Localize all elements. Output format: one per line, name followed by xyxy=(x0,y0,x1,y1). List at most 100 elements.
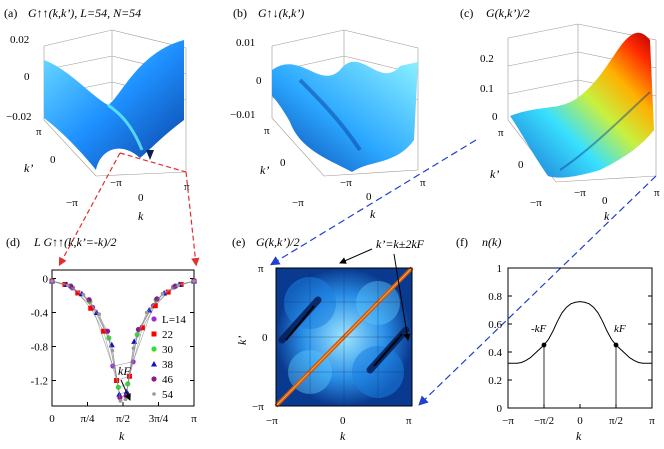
panel-b-surface xyxy=(272,61,418,173)
panel-a-k-tick-1: 0 xyxy=(138,192,144,204)
panel-c-kp-tick-1: 0 xyxy=(518,159,524,171)
panel-e-xtick-1: 0 xyxy=(340,415,346,427)
panel-e-annotation: k’=k±2kF xyxy=(376,237,425,251)
panel-e: (e) G(k,k’)/2 π 0 −π xyxy=(232,235,425,443)
panel-c-title: G(k,k’)/2 xyxy=(486,6,530,20)
panel-e-ytick-0: π xyxy=(258,263,264,275)
panel-d-series-line xyxy=(51,280,195,398)
panel-d-point xyxy=(160,292,165,296)
panel-d-point xyxy=(75,290,81,296)
panel-e-title: G(k,k’)/2 xyxy=(256,235,300,249)
panel-a-k-tick-2: π xyxy=(184,181,190,193)
panel-d-legend-marker xyxy=(152,392,156,396)
panel-d-axes: 0 -0.4 -0.8 -1.2 0 π/4 π/2 3π/4 π xyxy=(31,274,198,426)
panel-b-xlabel: k xyxy=(370,207,376,221)
panel-f: (f) n(k) 0 0.2 0.4 0.6 0.8 1 −π −π/2 0 π/2 π -kF k… xyxy=(456,235,655,443)
panel-d-legend-marker xyxy=(151,331,157,337)
panel-d-legend-marker xyxy=(151,316,157,322)
panel-f-marker-left-label: -kF xyxy=(531,323,547,335)
panel-d-point xyxy=(97,312,102,317)
panel-d-xtick-label: π xyxy=(191,413,197,425)
panel-a-kp-tick-2: −π xyxy=(66,197,78,209)
panel-d: (d) L G↑↑(k,k’=-k)/2 0 -0.4 -0.8 -1.2 0 π/4 π/… xyxy=(6,235,197,443)
panel-a: (a) G↑↑(k,k’), L=54, N=54 0.02 0 −0.02 π… xyxy=(4,6,190,223)
panel-d-point xyxy=(139,325,145,331)
panel-b: (b) G↑↓(k,k’) 0.01 0 −0.01 π k’ 0 −π −π … xyxy=(230,6,426,221)
panel-b-k-tick-1: 0 xyxy=(366,191,372,203)
panel-e-heatmap xyxy=(274,266,414,408)
panel-a-ztick-1: 0 xyxy=(24,71,30,83)
panel-c: (c) G(k,k’)/2 0.2 0.1 0 π k’ 0 −π −π 0 π… xyxy=(460,6,660,223)
panel-d-tag: (d) xyxy=(6,235,20,249)
panel-d-point xyxy=(165,289,171,295)
panel-d-point xyxy=(104,328,111,334)
red-guides xyxy=(58,152,200,267)
panel-b-title: G↑↓(k,k’) xyxy=(258,6,304,20)
panel-f-xtick-label: π xyxy=(649,415,655,427)
panel-b-ztick-0: 0.01 xyxy=(236,37,255,49)
panel-b-ztick-2: −0.01 xyxy=(230,109,255,121)
panel-d-legend: L=14 22 30 38 46 54 xyxy=(151,314,186,401)
panel-e-xtick-0: −π xyxy=(266,415,278,427)
panel-a-ylabel: k’ xyxy=(24,161,33,175)
panel-d-legend-marker xyxy=(151,346,157,352)
panel-a-ztick-0: 0.02 xyxy=(10,34,29,46)
panel-d-legend-label: 54 xyxy=(162,389,174,401)
panel-d-series-line xyxy=(51,280,195,402)
panel-d-point xyxy=(86,297,92,303)
panel-a-dip xyxy=(146,150,154,160)
panel-c-ztick-2: 0 xyxy=(492,111,498,123)
panel-d-legend-marker xyxy=(151,376,157,382)
panel-e-arrow-top xyxy=(339,248,373,264)
panel-c-k-tick-2: π xyxy=(654,187,660,199)
panel-d-xtick-label: 0 xyxy=(49,413,55,425)
panel-e-ytick-1: 0 xyxy=(262,332,268,344)
panel-c-xlabel: k xyxy=(604,209,610,223)
panel-d-point xyxy=(176,283,181,288)
panel-c-ztick-1: 0.1 xyxy=(480,83,494,95)
panel-d-point xyxy=(118,399,123,403)
panel-d-legend-marker xyxy=(151,361,157,367)
panel-d-annotation: kF xyxy=(118,364,131,378)
panel-f-kf-point xyxy=(613,342,619,348)
panel-e-ridge xyxy=(278,296,322,344)
panel-e-xtick-2: π xyxy=(406,415,412,427)
panel-b-k-tick-0: −π xyxy=(340,177,352,189)
panel-c-surface xyxy=(510,32,654,178)
panel-e-tag: (e) xyxy=(232,235,245,249)
panel-d-point xyxy=(101,328,107,334)
panel-e-ylabel: k’ xyxy=(235,336,249,345)
panel-b-tag: (b) xyxy=(233,6,247,20)
panel-f-xlabel: k xyxy=(576,429,582,443)
panel-c-kp-tick-0: π xyxy=(498,127,504,139)
panel-d-ytick-label: -0.4 xyxy=(31,308,49,320)
panel-a-k-tick-0: −π xyxy=(110,177,122,189)
panel-f-xtick-label: 0 xyxy=(577,415,583,427)
panel-d-arrow xyxy=(120,379,131,401)
panel-e-xlabel: k xyxy=(340,429,346,443)
panel-a-surface xyxy=(44,40,184,170)
panel-b-valley xyxy=(298,78,362,152)
panel-c-tag: (c) xyxy=(460,6,473,20)
panel-f-kf-point xyxy=(541,342,547,348)
panel-d-point xyxy=(144,310,149,315)
panel-d-point xyxy=(50,279,54,283)
panel-a-kp-tick-1: 0 xyxy=(50,154,56,166)
panel-b-ztick-1: 0 xyxy=(256,75,262,87)
panel-b-kp-tick-0: π xyxy=(264,125,270,137)
panel-d-legend-label: 46 xyxy=(162,374,174,386)
panel-d-legend-label: 22 xyxy=(162,329,173,341)
panel-d-legend-label: 38 xyxy=(162,359,174,371)
panel-b-kp-tick-1: 0 xyxy=(280,157,286,169)
panel-d-legend-label: L=14 xyxy=(162,314,186,326)
panel-d-ytick-label: -1.2 xyxy=(31,376,48,388)
panel-d-point xyxy=(154,296,160,302)
panel-f-tag: (f) xyxy=(456,235,468,249)
panel-d-title: L G↑↑(k,k’=-k)/2 xyxy=(33,235,117,249)
panel-f-ytick-label: 0.2 xyxy=(488,375,502,387)
panel-d-legend-label: 30 xyxy=(162,344,174,356)
panel-b-ylabel: k’ xyxy=(260,163,269,177)
panel-d-point xyxy=(65,283,70,288)
panel-b-kp-tick-2: −π xyxy=(292,197,304,209)
